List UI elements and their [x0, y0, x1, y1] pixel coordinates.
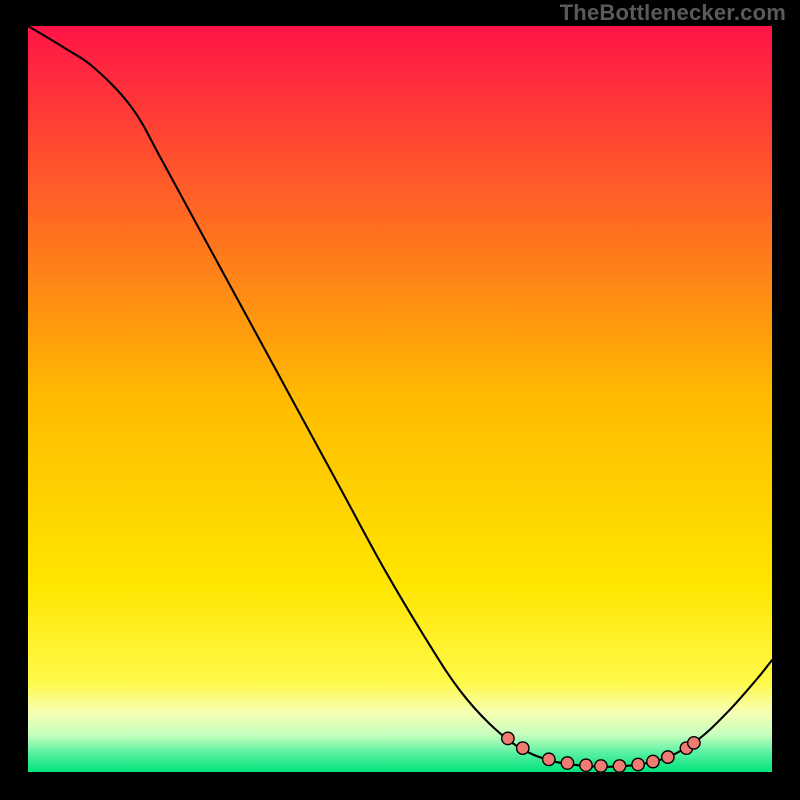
marker-dot — [580, 759, 592, 771]
marker-dot — [543, 753, 555, 765]
marker-dot — [517, 742, 529, 754]
watermark-text: TheBottlenecker.com — [560, 0, 786, 26]
marker-dot — [647, 755, 659, 767]
marker-dot — [595, 760, 607, 772]
marker-dot — [502, 732, 514, 744]
chart-background — [28, 26, 772, 772]
bottleneck-chart — [28, 26, 772, 772]
marker-dot — [561, 757, 573, 769]
marker-dot — [688, 737, 700, 749]
marker-dot — [662, 751, 674, 763]
marker-dot — [613, 760, 625, 772]
marker-dot — [632, 758, 644, 770]
